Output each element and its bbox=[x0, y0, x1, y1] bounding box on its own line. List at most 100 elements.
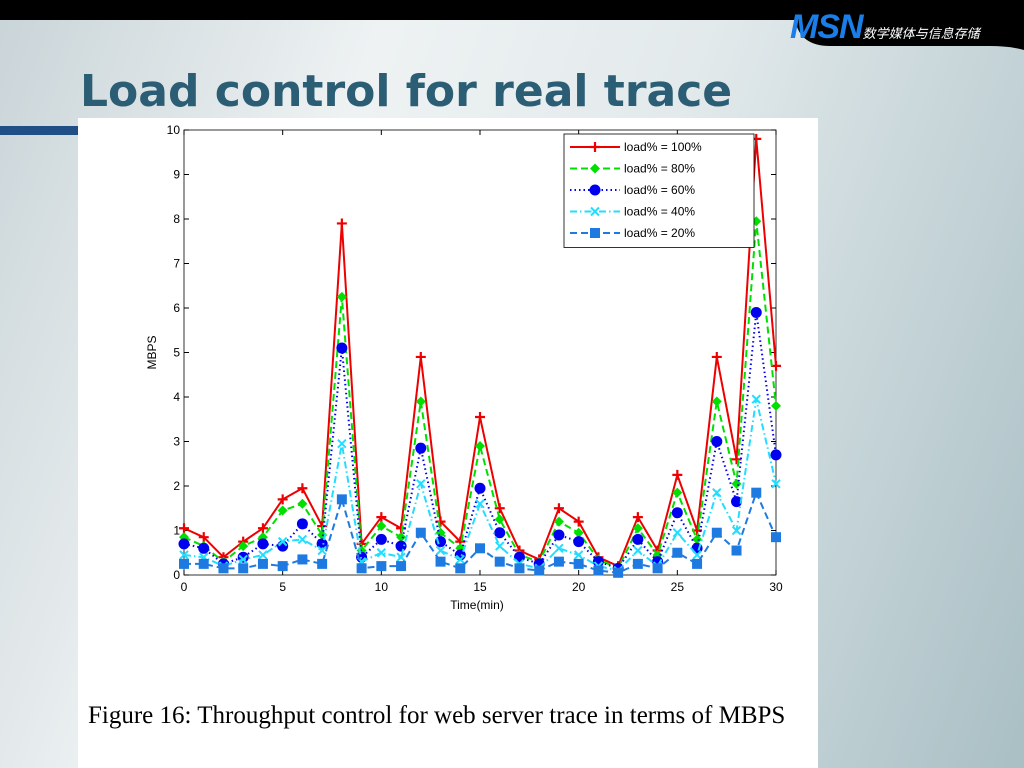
data-point bbox=[573, 527, 584, 538]
data-point bbox=[632, 523, 643, 534]
data-point bbox=[336, 494, 347, 505]
data-point bbox=[277, 561, 288, 572]
data-point bbox=[238, 554, 248, 565]
data-point bbox=[514, 563, 525, 574]
legend-label: load% = 60% bbox=[624, 183, 695, 197]
data-point bbox=[475, 412, 485, 423]
x-tick-label: 5 bbox=[279, 580, 286, 594]
data-point bbox=[455, 563, 466, 574]
data-point bbox=[672, 547, 683, 558]
data-point bbox=[711, 527, 722, 538]
legend-marker bbox=[590, 228, 600, 238]
y-tick-label: 6 bbox=[173, 301, 180, 315]
data-point bbox=[771, 400, 781, 411]
y-tick-label: 4 bbox=[173, 390, 180, 404]
data-point bbox=[534, 565, 545, 576]
data-point bbox=[435, 545, 446, 556]
data-point bbox=[435, 527, 446, 538]
data-point bbox=[671, 507, 683, 519]
legend-marker bbox=[590, 206, 600, 217]
legend-marker bbox=[589, 184, 601, 196]
data-point bbox=[573, 550, 584, 560]
legend-label: load% = 100% bbox=[624, 140, 702, 154]
data-point bbox=[415, 396, 426, 407]
legend-label: load% = 80% bbox=[624, 162, 695, 176]
data-point bbox=[179, 523, 189, 534]
data-point bbox=[731, 545, 742, 556]
data-point bbox=[297, 534, 308, 545]
x-tick-label: 25 bbox=[671, 580, 685, 594]
data-point bbox=[573, 516, 584, 527]
x-axis-label: Time(min) bbox=[450, 598, 504, 612]
data-point bbox=[750, 306, 762, 318]
data-point bbox=[179, 558, 189, 569]
data-point bbox=[396, 552, 406, 562]
legend-marker bbox=[590, 142, 600, 152]
data-point bbox=[396, 532, 407, 543]
data-point bbox=[475, 499, 485, 509]
data-point bbox=[553, 529, 565, 541]
data-point bbox=[711, 396, 722, 407]
data-point bbox=[692, 558, 703, 569]
data-point bbox=[376, 521, 387, 532]
data-point bbox=[376, 548, 387, 558]
data-point bbox=[415, 351, 426, 362]
y-tick-label: 8 bbox=[173, 212, 180, 226]
y-tick-label: 1 bbox=[173, 524, 180, 538]
series-line bbox=[183, 312, 777, 570]
y-tick-label: 0 bbox=[173, 568, 180, 582]
data-point bbox=[415, 527, 426, 538]
x-tick-label: 10 bbox=[375, 580, 389, 594]
data-point bbox=[415, 442, 427, 454]
data-point bbox=[632, 558, 643, 569]
data-point bbox=[257, 538, 269, 550]
data-point bbox=[554, 543, 564, 554]
data-point bbox=[632, 533, 644, 545]
data-point bbox=[692, 550, 702, 560]
data-point bbox=[317, 545, 327, 556]
accent-bar bbox=[0, 126, 80, 135]
data-point bbox=[672, 487, 683, 498]
data-point bbox=[376, 512, 387, 523]
data-point bbox=[258, 550, 268, 560]
data-point bbox=[494, 527, 506, 539]
data-point bbox=[337, 439, 347, 449]
top-band bbox=[0, 0, 1024, 50]
data-point bbox=[751, 394, 761, 404]
y-tick-label: 10 bbox=[167, 123, 181, 137]
data-point bbox=[494, 514, 505, 525]
data-point bbox=[317, 558, 328, 569]
data-point bbox=[494, 556, 505, 567]
data-point bbox=[336, 291, 347, 302]
data-point bbox=[692, 534, 703, 545]
data-point bbox=[771, 479, 781, 489]
data-point bbox=[632, 512, 643, 523]
data-point bbox=[396, 561, 407, 572]
data-point bbox=[238, 541, 249, 552]
data-point bbox=[376, 561, 387, 572]
slide-title: Load control for real trace bbox=[80, 66, 733, 117]
data-point bbox=[652, 563, 663, 574]
y-tick-label: 5 bbox=[173, 346, 180, 360]
data-point bbox=[296, 518, 308, 530]
data-point bbox=[297, 554, 308, 565]
data-point bbox=[257, 523, 268, 534]
legend-marker bbox=[590, 163, 600, 174]
data-point bbox=[198, 558, 209, 569]
figure: 0 1 2 3 4 5 6 7 8 9 10 0 5 10 15 20 25 30 Time(min) MBPS loa… bbox=[78, 118, 818, 768]
series-line bbox=[183, 221, 777, 570]
data-point bbox=[553, 516, 564, 527]
logo-subtitle: 数学媒体与信息存储 bbox=[862, 27, 980, 42]
data-point bbox=[179, 550, 189, 560]
figure-caption: Figure 16: Throughput control for web se… bbox=[88, 702, 786, 729]
y-tick-label: 2 bbox=[173, 479, 180, 493]
data-point bbox=[297, 483, 308, 494]
data-point bbox=[731, 496, 743, 508]
data-point bbox=[633, 545, 643, 556]
y-axis-label: MBPS bbox=[145, 335, 159, 369]
data-point bbox=[672, 469, 683, 480]
x-tick-label: 15 bbox=[473, 580, 487, 594]
data-point bbox=[336, 218, 347, 229]
